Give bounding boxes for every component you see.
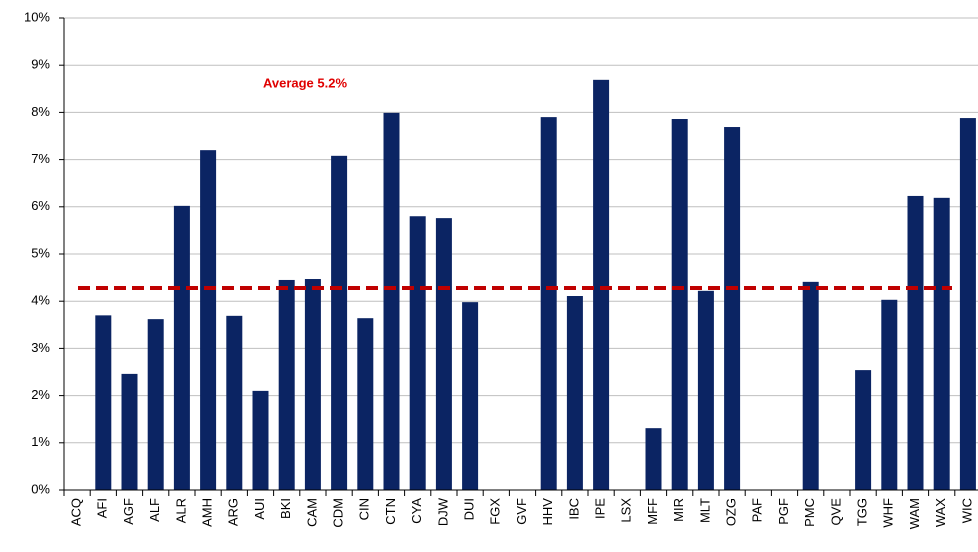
x-tick-label: TGG <box>855 498 870 526</box>
bar <box>462 302 479 490</box>
y-tick-label: 1% <box>31 434 50 449</box>
bar <box>173 205 190 490</box>
y-tick-label: 8% <box>31 104 50 119</box>
bar <box>200 150 217 490</box>
x-tick-label: LSX <box>619 498 634 523</box>
x-tick-label: ACQ <box>69 498 84 526</box>
bar <box>724 127 741 491</box>
bar <box>645 428 662 490</box>
bar <box>697 290 714 490</box>
x-tick-label: WAX <box>933 498 948 527</box>
x-tick-label: WAM <box>907 498 922 529</box>
x-tick-label: ALF <box>147 498 162 522</box>
bar <box>331 155 348 490</box>
bar <box>881 299 898 490</box>
bar <box>540 117 557 491</box>
x-tick-label: GVF <box>514 498 529 525</box>
x-tick-label: MIR <box>671 498 686 522</box>
x-tick-label: AMH <box>200 498 215 527</box>
x-tick-label: CYA <box>409 498 424 524</box>
x-tick-label: BKI <box>278 498 293 519</box>
x-tick-label: CDM <box>331 498 346 528</box>
bar <box>593 79 610 490</box>
y-tick-label: 0% <box>31 481 50 496</box>
bar <box>435 218 452 491</box>
annotation: Average 5.2% <box>263 75 348 90</box>
x-tick-label: AUI <box>252 498 267 520</box>
x-tick-label: HHV <box>540 498 555 526</box>
x-tick-label: MFF <box>645 498 660 525</box>
y-tick-label: 10% <box>24 9 50 24</box>
x-tick-label: IPE <box>593 498 608 519</box>
bar <box>383 112 400 490</box>
x-tick-label: PGF <box>776 498 791 525</box>
y-tick-label: 5% <box>31 245 50 260</box>
y-tick-label: 3% <box>31 340 50 355</box>
bar <box>304 279 321 490</box>
y-tick-label: 2% <box>31 387 50 402</box>
x-tick-label: QVE <box>828 498 843 526</box>
x-tick-label: WHF <box>881 498 896 528</box>
y-tick-label: 9% <box>31 57 50 72</box>
x-tick-label: AGF <box>121 498 136 525</box>
bar <box>671 119 688 491</box>
bar <box>226 315 243 490</box>
x-tick-label: CAM <box>304 498 319 527</box>
x-tick-label: ARG <box>226 498 241 526</box>
bar <box>933 197 950 490</box>
bar <box>959 118 976 491</box>
bar <box>855 370 872 490</box>
x-tick-label: CTN <box>383 498 398 525</box>
bar <box>278 279 295 490</box>
bar <box>95 315 112 490</box>
x-tick-label: CIN <box>357 498 372 520</box>
x-tick-label: MLT <box>697 498 712 523</box>
x-tick-label: AFI <box>95 498 110 518</box>
bar <box>802 281 819 490</box>
x-tick-label: IBC <box>566 498 581 520</box>
y-tick-label: 7% <box>31 151 50 166</box>
x-tick-label: ALR <box>173 498 188 523</box>
x-tick-label: OZG <box>724 498 739 526</box>
bar <box>121 373 138 490</box>
x-tick-label: PAF <box>750 498 765 522</box>
bar <box>147 319 164 490</box>
x-tick-label: WIC <box>959 498 974 523</box>
x-tick-label: DJW <box>435 497 450 526</box>
bar <box>566 296 583 490</box>
y-tick-label: 6% <box>31 198 50 213</box>
bar <box>409 216 426 491</box>
x-tick-label: FGX <box>488 498 503 525</box>
x-tick-label: DUI <box>462 498 477 520</box>
y-tick-label: 4% <box>31 293 50 308</box>
bar <box>252 390 269 490</box>
x-tick-label: PMC <box>802 498 817 527</box>
bar <box>357 318 374 490</box>
bar <box>907 195 924 490</box>
